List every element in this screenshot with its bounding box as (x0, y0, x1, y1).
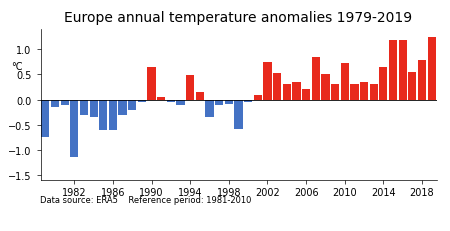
Bar (61, 100, 69, 105)
Y-axis label: °C: °C (11, 62, 22, 72)
Text: ECMWF: ECMWF (304, 211, 344, 221)
Bar (90, 100, 98, 118)
Bar (138, 100, 146, 103)
Bar (321, 75, 329, 100)
Bar (118, 100, 127, 115)
Bar (167, 100, 175, 103)
Bar (379, 67, 387, 100)
Bar (369, 85, 378, 100)
Bar (360, 83, 368, 100)
Bar (331, 85, 339, 100)
Bar (408, 73, 416, 100)
Bar (244, 100, 252, 103)
Text: Copernicus Climate Change Service
European State of the Climate | 2019: Copernicus Climate Change Service Europe… (14, 210, 123, 222)
Title: Europe annual temperature anomalies 1979-2019: Europe annual temperature anomalies 1979… (64, 11, 413, 25)
Bar (418, 61, 426, 100)
Bar (109, 100, 117, 130)
Text: Data source: ERA5    Reference period: 1981-2010: Data source: ERA5 Reference period: 1981… (40, 195, 252, 204)
Bar (273, 74, 281, 100)
Bar (234, 100, 243, 129)
Bar (399, 41, 407, 100)
Bar (389, 41, 397, 100)
Bar (428, 38, 436, 100)
Bar (205, 100, 214, 118)
Bar (341, 64, 349, 100)
Bar (186, 76, 194, 100)
Bar (157, 98, 165, 100)
Bar (350, 85, 359, 100)
Bar (80, 100, 88, 115)
Text: Copernicus: Copernicus (203, 212, 247, 220)
Bar (225, 100, 233, 104)
Bar (292, 83, 301, 100)
Bar (51, 100, 59, 108)
Bar (176, 100, 184, 105)
Bar (99, 100, 108, 130)
Bar (263, 63, 272, 100)
Bar (302, 90, 310, 100)
Bar (196, 93, 204, 100)
Bar (312, 58, 320, 100)
Bar (215, 100, 223, 105)
Bar (128, 100, 136, 110)
Bar (41, 100, 50, 138)
Bar (283, 85, 291, 100)
Bar (70, 100, 78, 158)
Bar (254, 95, 262, 100)
Bar (148, 67, 156, 100)
